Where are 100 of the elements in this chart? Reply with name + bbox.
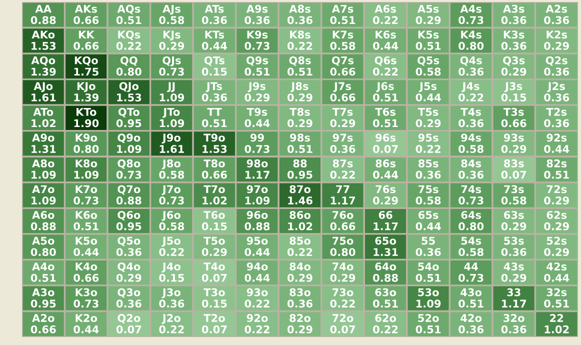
data-label: 0.15: [159, 274, 184, 282]
annotation: 22: [550, 314, 564, 322]
annotation: J4o: [162, 262, 180, 272]
annotation: T8s: [290, 108, 310, 116]
data-label: 0.44: [373, 42, 398, 50]
data-label: 0.36: [458, 170, 484, 179]
data-label: 1.02: [288, 222, 312, 230]
annotation: AKs: [74, 4, 97, 13]
annotation: 93s: [504, 134, 524, 142]
annotation: AJo: [34, 82, 53, 92]
data-label: 0.29: [501, 144, 526, 153]
annotation: 33: [507, 288, 520, 296]
data-label: 0.51: [416, 274, 441, 282]
annotation: Q7s: [332, 56, 354, 66]
annotation: 86s: [376, 159, 396, 168]
annotation: 63s: [504, 210, 524, 219]
data-label: 0.95: [287, 170, 312, 179]
annotation: Q8s: [289, 56, 311, 66]
annotation: 83o: [290, 288, 311, 296]
data-label: 0.44: [373, 170, 398, 179]
data-label: 0.51: [287, 68, 312, 76]
data-label: 0.07: [330, 325, 355, 334]
annotation: J2o: [162, 314, 180, 324]
annotation: Q2o: [118, 314, 140, 324]
annotation: 75s: [418, 185, 438, 194]
annotation: 87o: [290, 185, 311, 194]
annotation: AQs: [117, 4, 140, 14]
data-label: 0.36: [501, 248, 526, 256]
annotation: QJs: [162, 56, 181, 66]
annotation: 55: [422, 236, 435, 245]
data-label: 0.36: [501, 42, 526, 50]
data-label: 0.29: [501, 68, 526, 76]
data-label: 0.36: [544, 119, 570, 128]
data-label: 0.29: [544, 248, 569, 256]
data-label: 0.44: [544, 274, 570, 282]
annotation: A8s: [289, 4, 310, 13]
annotation: A2s: [546, 4, 568, 13]
annotation: K5s: [418, 30, 439, 39]
data-label: 0.29: [416, 16, 441, 24]
data-label: 0.51: [74, 222, 98, 230]
data-label: 0.73: [458, 196, 484, 205]
data-label: 0.36: [416, 170, 441, 179]
annotation: 98s: [290, 134, 310, 142]
data-label: 0.66: [202, 170, 227, 179]
data-label: 1.02: [32, 119, 56, 128]
data-label: 0.22: [159, 248, 184, 256]
annotation: 65o: [375, 236, 396, 245]
data-label: 0.58: [159, 170, 184, 179]
data-label: 0.29: [501, 274, 526, 282]
data-label: 1.39: [32, 68, 56, 76]
annotation: 96s: [376, 134, 396, 142]
annotation: 53o: [418, 288, 439, 296]
annotation: T4o: [204, 262, 225, 270]
annotation: J6s: [376, 82, 394, 92]
annotation: J7o: [162, 185, 180, 196]
annotation: K7o: [76, 185, 98, 194]
data-label: 0.95: [30, 300, 56, 308]
data-label: 0.22: [458, 93, 484, 102]
data-label: 0.80: [330, 248, 356, 256]
data-label: 0.51: [330, 16, 356, 24]
annotation: 92s: [546, 134, 567, 142]
annotation: Q8o: [118, 159, 140, 169]
annotation: Q6s: [374, 56, 396, 66]
data-label: 0.58: [501, 196, 526, 205]
annotation: A9s: [246, 4, 268, 13]
data-label: 0.80: [458, 222, 484, 230]
annotation: T5s: [418, 108, 438, 116]
annotation: T2o: [204, 314, 225, 322]
data-label: 0.15: [202, 300, 227, 308]
data-label: 0.80: [458, 42, 484, 50]
data-label: 0.36: [202, 93, 227, 102]
annotation: K3s: [504, 30, 524, 39]
annotation: Q5o: [118, 236, 140, 246]
annotation: 74o: [332, 262, 354, 270]
annotation: K9s: [247, 30, 268, 39]
annotation: 72s: [546, 185, 567, 194]
annotation: 52o: [418, 314, 439, 322]
annotation: Q3o: [118, 288, 140, 298]
data-label: 0.29: [287, 274, 312, 282]
annotation: T6o: [204, 210, 225, 219]
data-label: 0.36: [458, 325, 484, 334]
annotation: QQ: [120, 56, 138, 66]
data-label: 0.36: [458, 119, 484, 128]
data-label: 0.22: [159, 325, 184, 334]
annotation: KQs: [118, 30, 140, 40]
data-label: 0.29: [116, 274, 142, 282]
data-label: 0.29: [202, 248, 227, 256]
data-label: 0.36: [244, 16, 270, 24]
data-label: 1.61: [160, 145, 184, 153]
data-label: 0.44: [244, 274, 270, 282]
annotation: Q9s: [246, 56, 268, 66]
annotation: J3o: [162, 288, 180, 298]
annotation: 99: [250, 134, 264, 142]
annotation: A4o: [32, 262, 54, 270]
data-label: 0.36: [501, 16, 526, 24]
data-label: 0.29: [373, 196, 398, 205]
annotation: 94o: [246, 262, 268, 270]
data-label: 0.22: [116, 42, 142, 50]
annotation: 65s: [418, 210, 438, 219]
data-label: 0.73: [159, 196, 184, 205]
